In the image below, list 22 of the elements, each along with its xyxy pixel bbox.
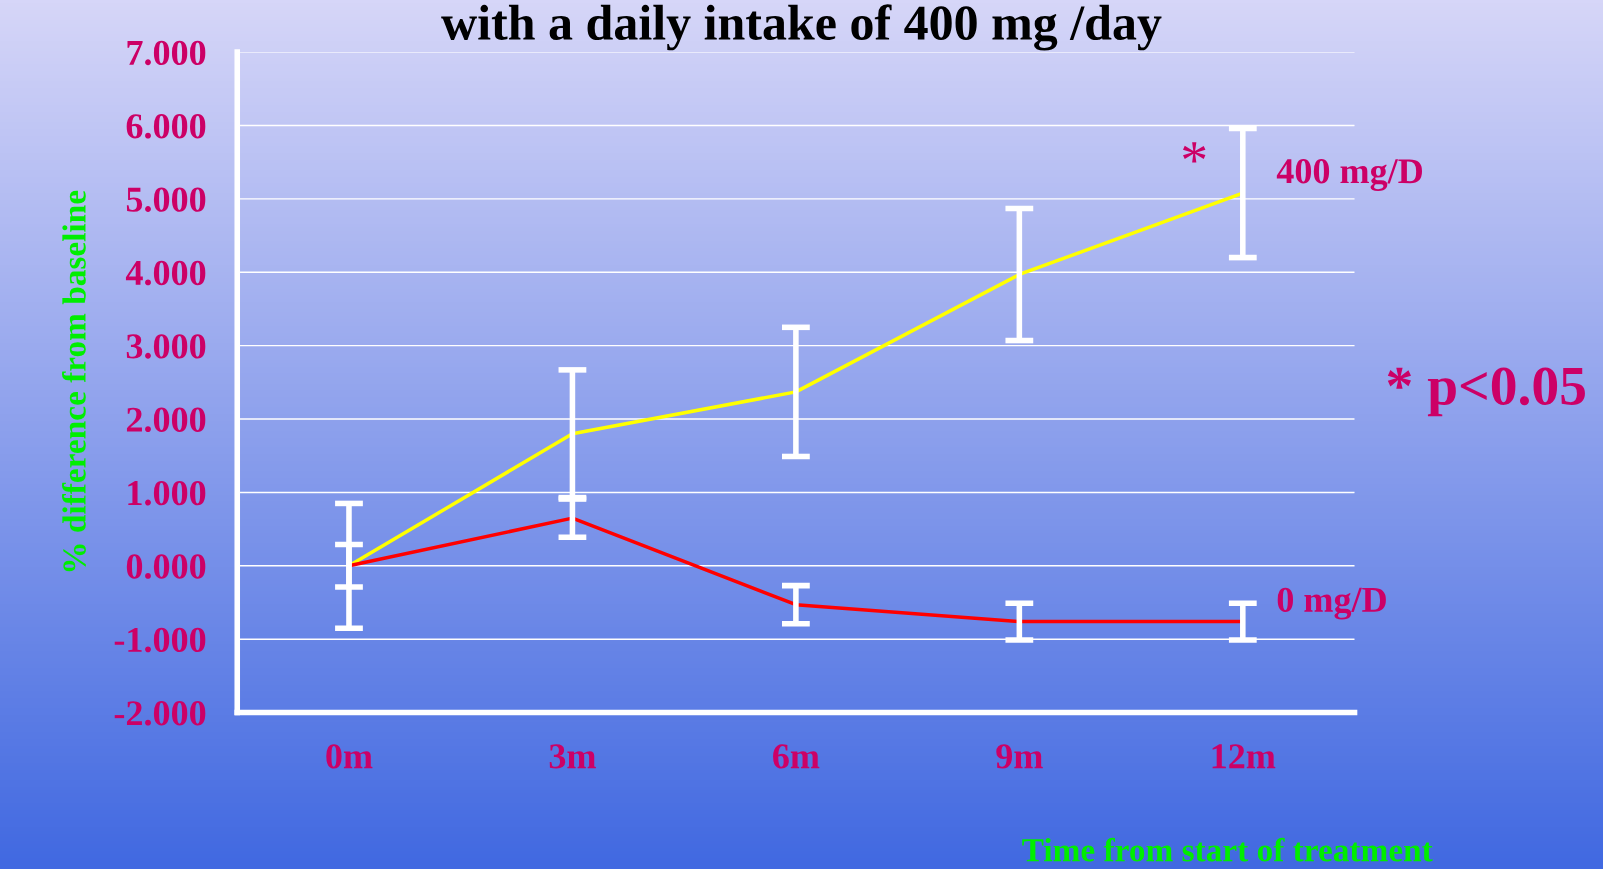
annotation: * — [1183, 142, 1206, 163]
x-tick-label: 6m — [773, 744, 820, 769]
y-tick-label: -2.000 — [114, 701, 206, 726]
y-tick-label: 1.000 — [128, 480, 206, 506]
chart-title: with a daily intake of 400 mg /day — [441, 4, 1162, 51]
y-tick-label: 6.000 — [126, 114, 206, 139]
series-label: 400 mg/D — [1276, 159, 1422, 192]
x-tick-label: 3m — [549, 744, 596, 769]
x-tick-label: 9m — [996, 744, 1043, 769]
y-tick-label: 0.000 — [126, 554, 206, 579]
y-tick-label: 7.000 — [127, 40, 206, 66]
y-tick-label: 2.000 — [126, 407, 206, 433]
x-axis-title: Time from start of treatment — [1022, 837, 1433, 862]
y-axis-title: % difference from baseline — [62, 190, 86, 572]
series-label: 0 mg/D — [1277, 587, 1386, 620]
y-tick-label: 5.000 — [126, 187, 206, 212]
x-tick-label: 12m — [1212, 744, 1276, 769]
x-tick-label: 0m — [326, 744, 373, 769]
y-tick-label: 4.000 — [125, 260, 206, 286]
text: * p<0.05 — [1387, 367, 1585, 417]
y-tick-label: -1.000 — [114, 627, 206, 653]
y-tick-label: 3.000 — [126, 334, 206, 359]
